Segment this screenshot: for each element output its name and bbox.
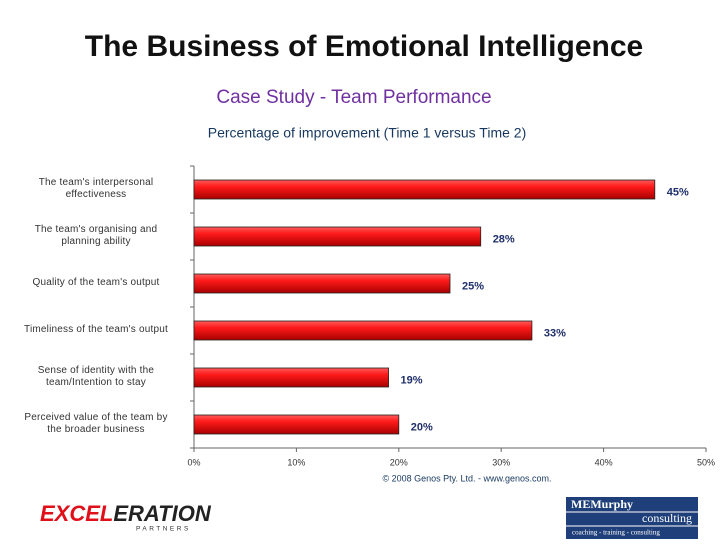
bar: [193, 367, 389, 388]
right-logo-tagline: coaching - training - consulting: [572, 529, 660, 537]
value-label: 45%: [667, 186, 689, 198]
x-tick-label: 0%: [187, 457, 200, 467]
category-label: Perceived value of the team by the broad…: [24, 411, 168, 435]
chart-title: Percentage of improvement (Time 1 versus…: [208, 125, 527, 141]
bar: [193, 226, 482, 247]
value-label: 20%: [411, 421, 433, 433]
value-label: 19%: [401, 374, 423, 386]
category-label: The team's interpersonal effectiveness: [38, 176, 154, 200]
x-tick-label: 50%: [697, 457, 715, 467]
left-logo: EXCELERATION: [40, 501, 212, 526]
right-logo-box: [566, 497, 698, 539]
value-label: 33%: [544, 327, 566, 339]
category-label: Quality of the team's output: [32, 276, 160, 288]
x-tick-label: 20%: [390, 457, 408, 467]
category-label: The team's organising and planning abili…: [34, 223, 158, 247]
x-tick-label: 30%: [492, 457, 510, 467]
value-label: 25%: [462, 280, 484, 292]
x-tick-label: 40%: [595, 457, 613, 467]
left-logo-part: EXCEL: [40, 501, 113, 526]
right-logo-word: consulting: [642, 511, 692, 525]
bar: [193, 414, 400, 435]
bar: [193, 320, 533, 341]
slide-title: The Business of Emotional Intelligence: [85, 30, 643, 63]
category-label: Timeliness of the team's output: [24, 323, 168, 335]
x-tick-label: 10%: [287, 457, 305, 467]
left-logo-part: ERATION: [113, 501, 211, 526]
bar: [193, 273, 451, 294]
bar: [193, 179, 656, 200]
category-label: Sense of identity with the team/Intentio…: [37, 364, 155, 388]
slide-subtitle: Case Study - Team Performance: [216, 87, 491, 108]
right-logo: MEMurphy: [571, 497, 633, 511]
source: © 2008 Genos Pty. Ltd. - www.genos.com.: [382, 473, 551, 483]
left-logo-sub: PARTNERS: [136, 526, 191, 533]
value-label: 28%: [493, 233, 515, 245]
